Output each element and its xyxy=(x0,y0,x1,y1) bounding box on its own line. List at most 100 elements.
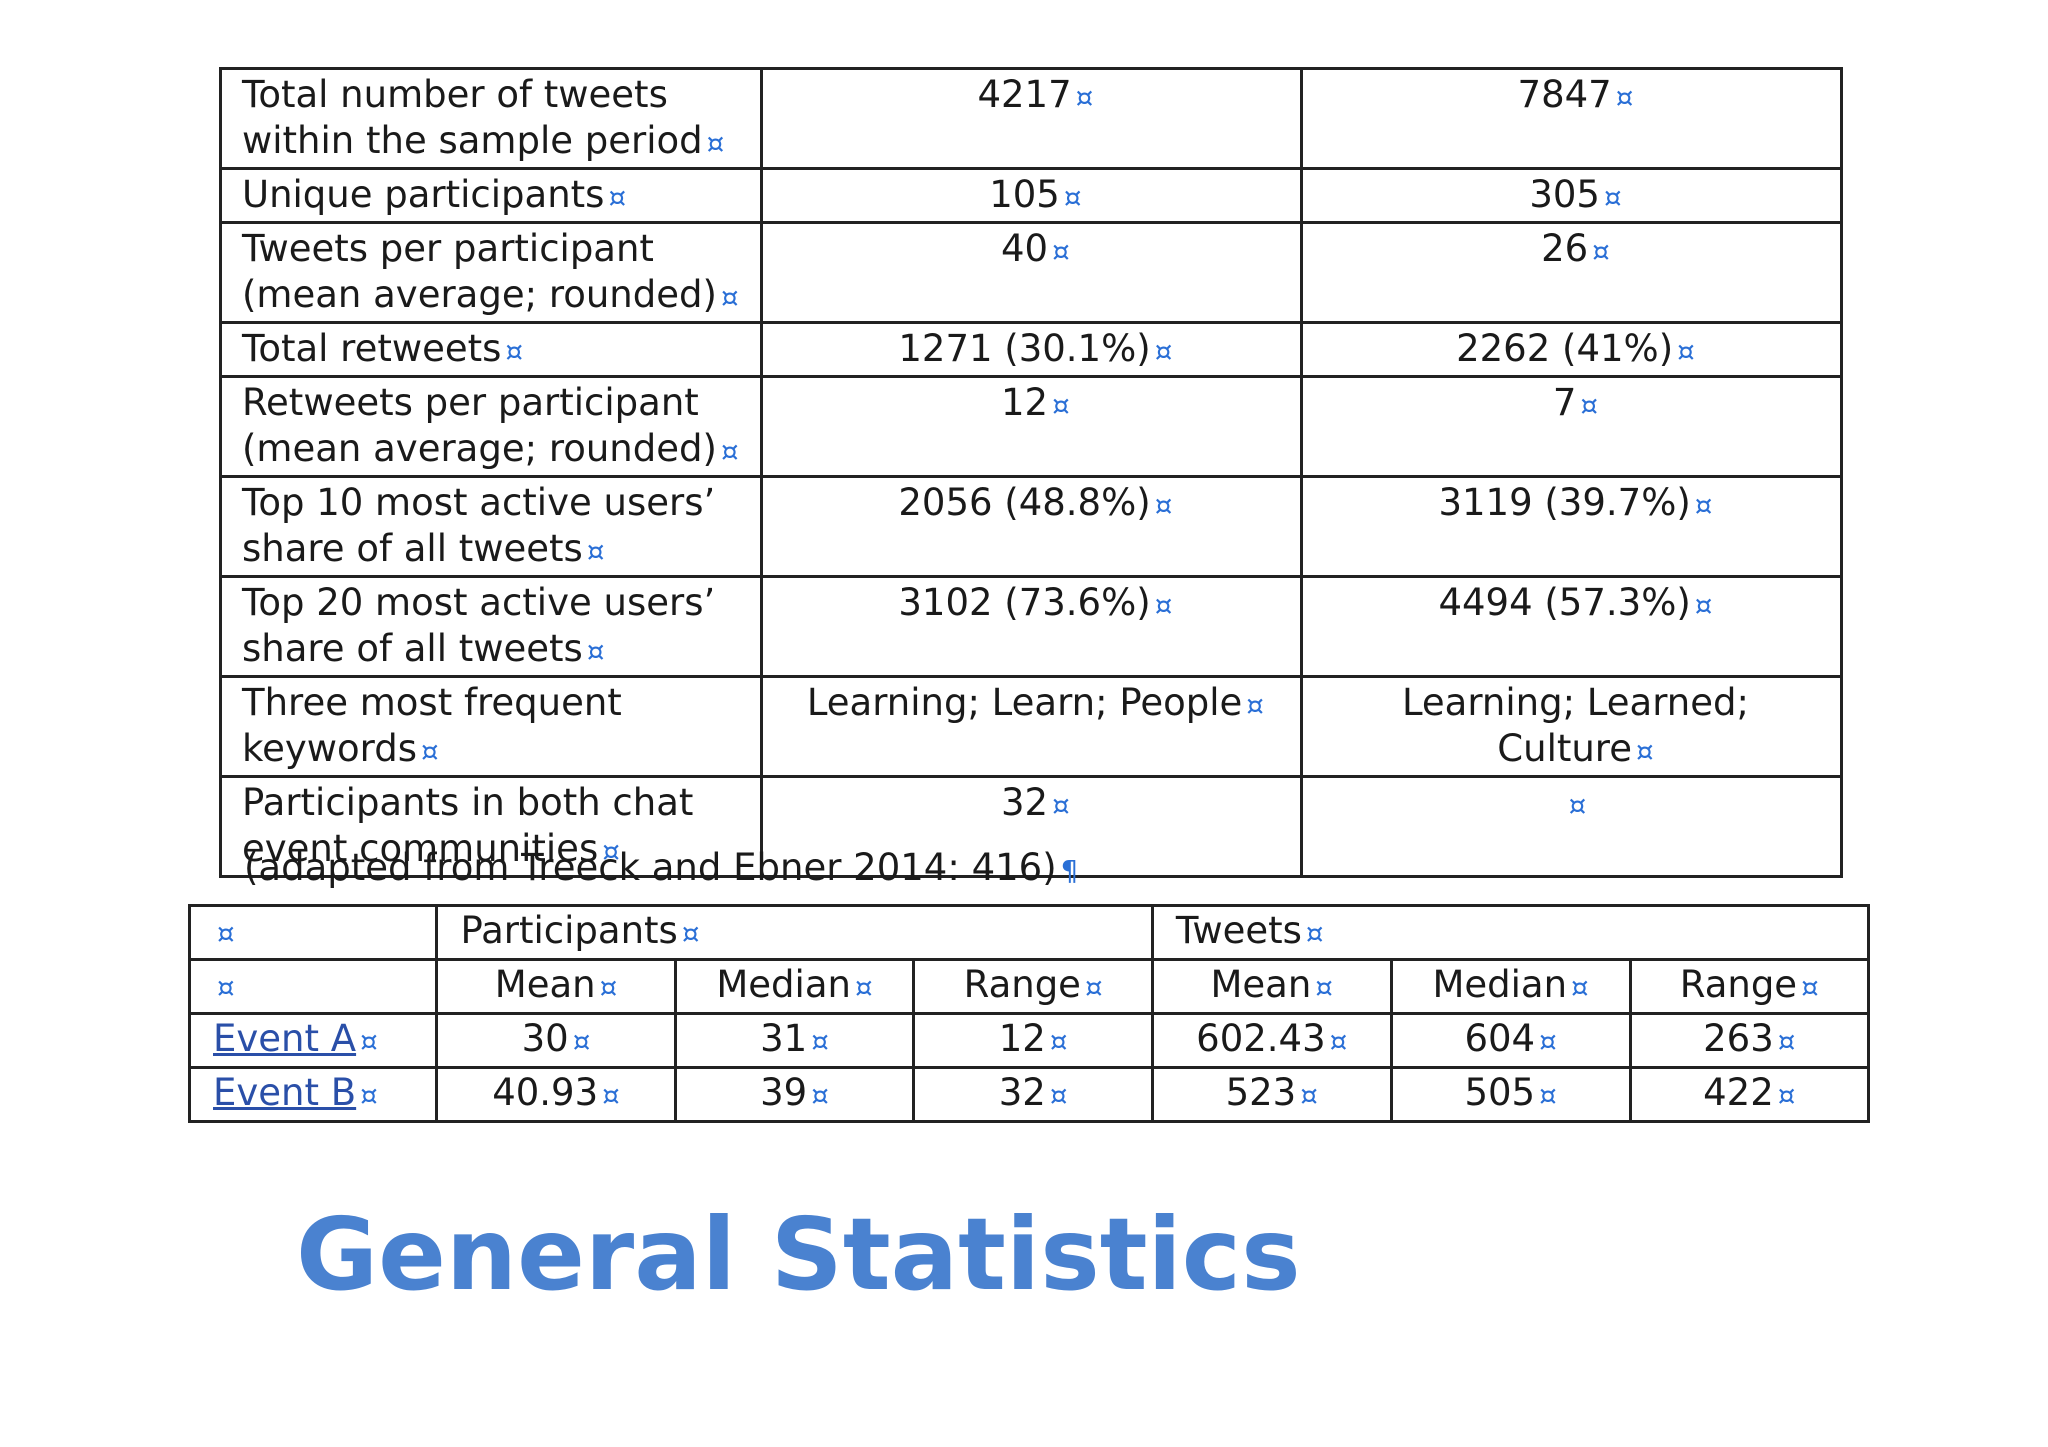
event-b-value: 3119 (39.7%) ¤ xyxy=(1299,475,1844,578)
cell-value: 12 xyxy=(1000,381,1049,424)
header-text: Range xyxy=(963,963,1081,1006)
event-a-value: 1271 (30.1%) ¤ xyxy=(759,321,1303,378)
cell-value: 422 ¤ xyxy=(1628,1066,1871,1123)
header-text: Mean xyxy=(494,963,596,1006)
event-a-link[interactable]: Event A xyxy=(213,1017,357,1060)
row-label: Three most frequent keywords ¤ xyxy=(219,675,763,778)
event-b-value: 2262 (41%) ¤ xyxy=(1299,321,1844,378)
cell-value: 505 ¤ xyxy=(1389,1066,1632,1123)
event-a-value: 105 ¤ xyxy=(759,167,1303,224)
cell-value: 40.93 ¤ xyxy=(435,1066,677,1123)
table-row: Total retweets ¤ 1271 (30.1%) ¤ 2262 (41%)… xyxy=(219,321,1844,378)
row-label-text: Top 10 most active users’ share of all t… xyxy=(242,481,716,570)
row-label-text: Top 20 most active users’ share of all t… xyxy=(242,581,716,670)
event-b-link[interactable]: Event B xyxy=(213,1071,357,1114)
group-header-row: ¤ Participants ¤ Tweets ¤ xyxy=(187,904,1871,961)
column-header: Median ¤ xyxy=(673,958,916,1015)
event-b-value: 7847 ¤ xyxy=(1299,67,1844,170)
event-a-value: 12 ¤ xyxy=(759,375,1303,478)
column-header: Mean ¤ xyxy=(435,958,677,1015)
row-label: Retweets per participant (mean average; … xyxy=(219,375,763,478)
tweets-header: Tweets ¤ xyxy=(1150,904,1871,961)
column-header: Median ¤ xyxy=(1389,958,1632,1015)
sub-header-row: ¤ Mean ¤ Median ¤ Range ¤ Mean ¤ Median ¤ Ran… xyxy=(187,958,1871,1015)
empty-header-cell: ¤ xyxy=(187,904,439,961)
event-b-value: 305 ¤ xyxy=(1299,167,1844,224)
column-header: Range ¤ xyxy=(1628,958,1871,1015)
row-label-text: Retweets per participant (mean average; … xyxy=(242,381,717,470)
participants-header: Participants ¤ xyxy=(435,904,1154,961)
cell-value: 263 ¤ xyxy=(1628,1012,1871,1069)
table-row: Retweets per participant (mean average; … xyxy=(219,375,1844,478)
empty-header-cell: ¤ xyxy=(187,958,439,1015)
cell-text: 30 xyxy=(521,1017,569,1060)
row-label-text: Unique participants xyxy=(242,173,605,216)
cell-text: 422 xyxy=(1703,1071,1774,1114)
cell-value: 105 xyxy=(989,173,1060,216)
table-caption: (adapted from Treeck and Ebner 2014: 416… xyxy=(244,846,1079,889)
header-text: Mean xyxy=(1210,963,1312,1006)
cell-value: 4494 (57.3%) xyxy=(1438,581,1691,624)
cell-text: 39 xyxy=(760,1071,808,1114)
header-text: Tweets xyxy=(1175,909,1302,952)
cell-value: 7847 xyxy=(1517,73,1612,116)
cell-value: 32 xyxy=(1000,781,1049,824)
cell-value: 604 ¤ xyxy=(1389,1012,1632,1069)
row-label: Unique participants ¤ xyxy=(219,167,763,224)
event-b-value: 26 ¤ xyxy=(1299,221,1844,324)
cell-value: Learning; Learn; People xyxy=(806,681,1243,724)
row-label: Participants in both chat event communit… xyxy=(219,775,763,878)
cell-text: 602.43 xyxy=(1196,1017,1326,1060)
header-text: Participants xyxy=(460,909,678,952)
header-text: Median xyxy=(716,963,851,1006)
row-label: Total retweets ¤ xyxy=(219,321,763,378)
cell-value: Learning; Learned; Culture xyxy=(1401,681,1749,770)
cell-value: 1271 (30.1%) xyxy=(898,327,1151,370)
cell-text: 523 xyxy=(1225,1071,1297,1114)
event-a-value: 32 ¤ xyxy=(759,775,1303,878)
row-label-text: Participants in both chat event communit… xyxy=(242,781,694,870)
cell-value: 3119 (39.7%) xyxy=(1438,481,1691,524)
table-row: Unique participants ¤ 105 ¤ 305 ¤ xyxy=(219,167,1844,224)
header-text: Median xyxy=(1432,963,1568,1006)
event-b-value: ¤ xyxy=(1299,775,1844,878)
cell-value: 7 xyxy=(1552,381,1577,424)
caption-text: (adapted from Treeck and Ebner 2014: 416… xyxy=(244,846,1057,889)
cell-text: 32 xyxy=(998,1071,1046,1114)
cell-text: 12 xyxy=(998,1017,1046,1060)
cell-text: 263 xyxy=(1703,1017,1774,1060)
event-a-value: Learning; Learn; People ¤ xyxy=(759,675,1303,778)
event-comparison-table: ¤ Participants ¤ Tweets ¤ ¤ Mean ¤ Median ¤ … xyxy=(187,904,1871,1123)
table-row: Event A ¤ 30 ¤ 31 ¤ 12 ¤ 602.43 ¤ 604 ¤ 263 ¤ xyxy=(187,1012,1871,1069)
cell-text: 505 xyxy=(1464,1071,1536,1114)
table-row: Three most frequent keywords ¤ Learning; … xyxy=(219,675,1844,778)
table-row: Top 10 most active users’ share of all t… xyxy=(219,475,1844,578)
table-row: Participants in both chat event communit… xyxy=(219,775,1844,878)
cell-value: 305 xyxy=(1529,173,1600,216)
row-label: Top 10 most active users’ share of all t… xyxy=(219,475,763,578)
cell-text: 40.93 xyxy=(492,1071,599,1114)
cell-value: 12 ¤ xyxy=(912,1012,1154,1069)
cell-value: 30 ¤ xyxy=(435,1012,677,1069)
table-row: Total number of tweets within the sample… xyxy=(219,67,1844,170)
event-a-value: 2056 (48.8%) ¤ xyxy=(759,475,1303,578)
chat-statistics-table: Total number of tweets within the sample… xyxy=(219,67,1844,878)
table-row: Top 20 most active users’ share of all t… xyxy=(219,575,1844,678)
row-label-text: Tweets per participant (mean average; ro… xyxy=(242,227,717,316)
row-label-text: Three most frequent keywords xyxy=(242,681,622,770)
cell-value: 602.43 ¤ xyxy=(1150,1012,1393,1069)
cell-value: 2056 (48.8%) xyxy=(898,481,1151,524)
cell-value: 4217 xyxy=(977,73,1072,116)
table-row: Event B ¤ 40.93 ¤ 39 ¤ 32 ¤ 523 ¤ 505 ¤ 422 ¤ xyxy=(187,1066,1871,1123)
page-title: General Statistics xyxy=(296,1196,1301,1313)
row-label-text: Total number of tweets within the sample… xyxy=(242,73,703,162)
event-a-value: 40 ¤ xyxy=(759,221,1303,324)
cell-text: 31 xyxy=(760,1017,808,1060)
cell-value: 2262 (41%) xyxy=(1456,327,1674,370)
header-text: Range xyxy=(1679,963,1798,1006)
event-a-value: 4217 ¤ xyxy=(759,67,1303,170)
cell-text: 604 xyxy=(1464,1017,1536,1060)
row-label-text: Total retweets xyxy=(242,327,502,370)
cell-value: 32 ¤ xyxy=(912,1066,1154,1123)
event-a-value: 3102 (73.6%) ¤ xyxy=(759,575,1303,678)
